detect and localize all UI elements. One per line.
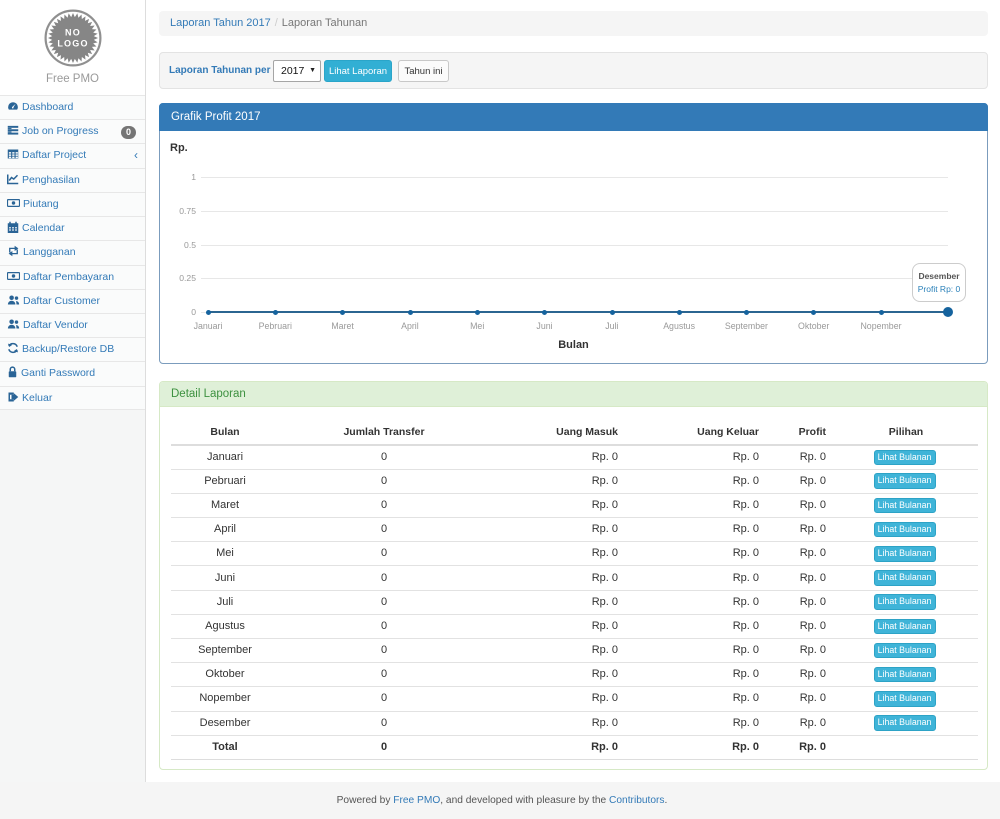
svg-text:LOGO: LOGO — [57, 39, 88, 49]
svg-text:NO: NO — [65, 28, 81, 38]
